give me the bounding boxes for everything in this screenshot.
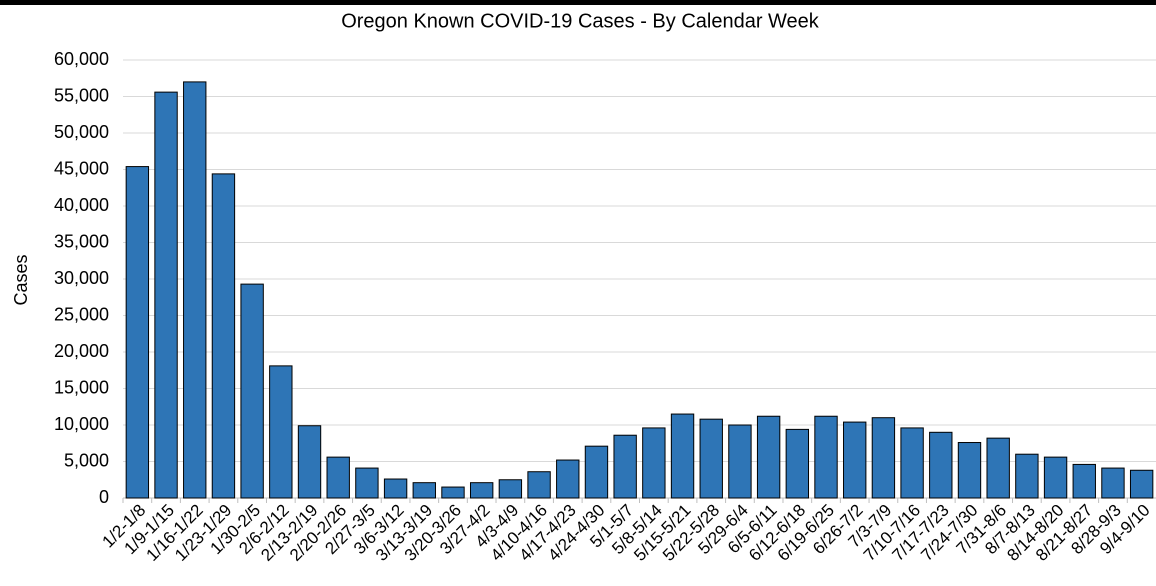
chart-title: Oregon Known COVID-19 Cases - By Calenda… <box>341 10 820 32</box>
bar <box>756 415 781 499</box>
bar <box>584 445 609 499</box>
y-tick-label: 60,000 <box>54 49 109 69</box>
bar <box>613 434 637 499</box>
y-tick-label: 40,000 <box>54 195 109 215</box>
bar <box>355 467 379 499</box>
bar <box>900 427 924 499</box>
bar <box>154 91 178 499</box>
bar <box>412 482 436 499</box>
bar <box>929 431 953 499</box>
y-tick-label: 30,000 <box>54 268 109 288</box>
bar <box>957 442 982 499</box>
y-tick-label: 55,000 <box>54 85 109 105</box>
y-tick-label: 45,000 <box>54 158 109 178</box>
bar <box>383 478 408 499</box>
bar <box>1072 463 1096 499</box>
bar <box>699 418 723 499</box>
bar <box>843 421 867 499</box>
bar <box>1129 469 1154 499</box>
bar <box>326 456 350 499</box>
bar <box>1043 456 1068 499</box>
top-border <box>0 0 1156 5</box>
bar <box>240 283 264 499</box>
bar <box>1101 467 1125 499</box>
bar <box>670 413 695 499</box>
bar <box>469 482 494 499</box>
bar <box>269 365 293 499</box>
y-tick-label: 20,000 <box>54 341 109 361</box>
bar <box>642 427 666 499</box>
bar <box>556 459 580 499</box>
bar <box>871 417 896 499</box>
y-tick-label: 35,000 <box>54 231 109 251</box>
y-tick-label: 0 <box>99 487 109 507</box>
y-tick-label: 50,000 <box>54 122 109 142</box>
bar <box>986 437 1010 499</box>
bar <box>183 81 207 499</box>
bar <box>814 415 838 499</box>
y-tick-label: 15,000 <box>54 377 109 397</box>
bar <box>527 471 551 499</box>
bar <box>785 428 810 499</box>
bar <box>297 425 322 499</box>
bar <box>441 486 465 499</box>
bar <box>211 173 236 499</box>
bar <box>1015 453 1039 499</box>
bar <box>125 166 150 499</box>
y-tick-label: 10,000 <box>54 414 109 434</box>
y-tick-label: 25,000 <box>54 304 109 324</box>
bar <box>498 479 523 499</box>
y-axis-label: Cases <box>11 254 31 305</box>
y-tick-label: 5,000 <box>64 450 109 470</box>
bar <box>728 424 752 499</box>
